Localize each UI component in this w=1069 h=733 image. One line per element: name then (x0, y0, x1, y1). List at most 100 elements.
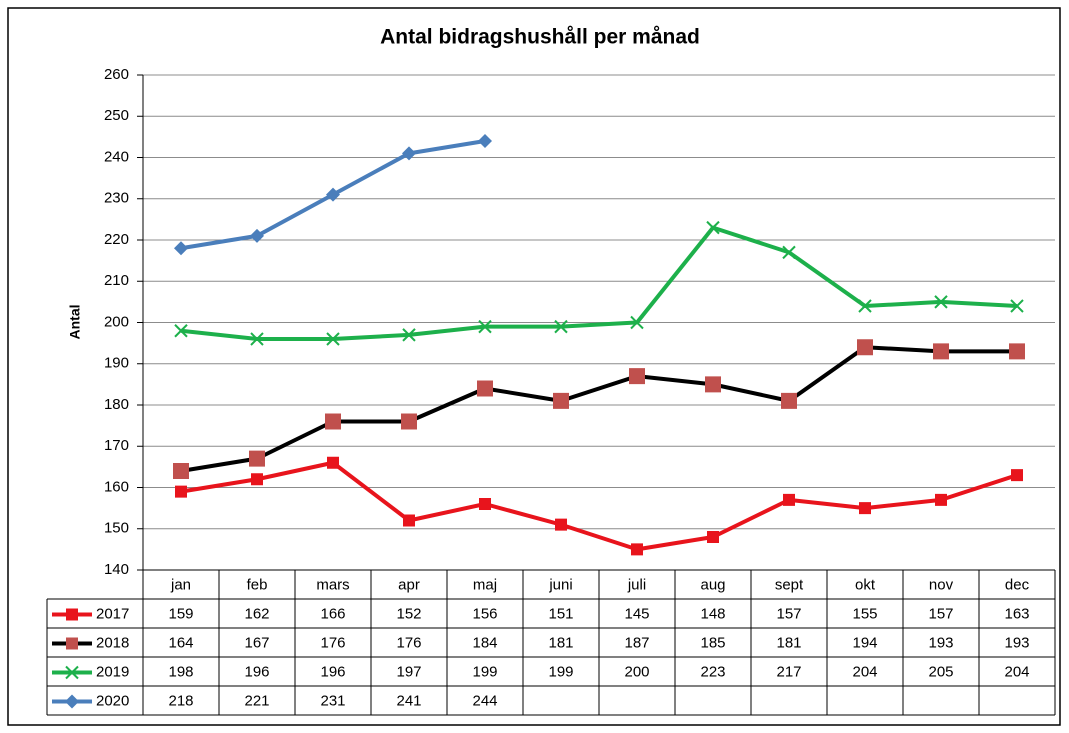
legend-marker (66, 608, 78, 621)
y-tick-label: 250 (104, 107, 129, 124)
table-value: 231 (320, 692, 345, 709)
marker (478, 134, 492, 148)
table-value: 185 (700, 634, 725, 651)
table-value: 221 (244, 692, 269, 709)
marker (705, 376, 721, 393)
table-value: 163 (1004, 605, 1029, 622)
marker (325, 413, 341, 430)
marker (402, 328, 416, 342)
marker (249, 450, 265, 467)
marker (479, 498, 491, 510)
table-value: 176 (320, 634, 345, 651)
table-value: 205 (928, 663, 953, 680)
legend-label: 2017 (96, 605, 129, 622)
y-tick-label: 230 (104, 190, 129, 207)
table-value: 198 (168, 663, 193, 680)
y-tick-label: 140 (104, 561, 129, 578)
marker (326, 187, 340, 202)
x-tick-label: apr (398, 576, 420, 593)
table-value: 155 (852, 605, 877, 622)
table-value: 159 (168, 605, 193, 622)
marker (175, 485, 187, 498)
x-tick-label: jan (170, 576, 191, 593)
x-tick-label: feb (247, 576, 268, 593)
table-value: 164 (168, 634, 193, 651)
x-tick-label: maj (473, 576, 497, 593)
x-tick-label: juli (627, 576, 646, 593)
table-value: 241 (396, 692, 421, 709)
table-value: 223 (700, 663, 725, 680)
marker (174, 241, 188, 256)
y-tick-label: 150 (104, 520, 129, 537)
table-value: 181 (776, 634, 801, 651)
y-tick-label: 240 (104, 148, 129, 165)
series-line (180, 345, 1017, 473)
marker (554, 319, 568, 334)
x-tick-label: okt (855, 576, 876, 593)
series-line (180, 460, 1018, 552)
table-value: 187 (624, 634, 649, 651)
x-tick-label: nov (929, 576, 954, 593)
y-tick-label: 160 (104, 478, 129, 495)
marker (403, 514, 415, 527)
table-value: 162 (244, 605, 269, 622)
table-value: 199 (548, 663, 573, 680)
legend-marker (65, 694, 79, 709)
y-tick-label: 170 (104, 437, 129, 454)
table-value: 148 (700, 605, 725, 622)
marker (630, 315, 644, 330)
marker (857, 339, 873, 356)
table-value: 196 (320, 663, 345, 680)
legend-marker (65, 665, 79, 680)
table-value: 199 (472, 663, 497, 680)
table-value: 204 (1004, 663, 1029, 680)
x-tick-label: aug (700, 576, 725, 593)
table-value: 193 (1004, 634, 1029, 651)
table-value: 196 (244, 663, 269, 680)
chart-title: Antal bidragshushåll per månad (380, 26, 700, 49)
marker (934, 295, 948, 309)
table-value: 218 (168, 692, 193, 709)
y-tick-label: 180 (104, 396, 129, 413)
marker (1011, 469, 1023, 482)
marker (477, 380, 493, 397)
y-tick-label: 200 (104, 313, 129, 330)
marker (1010, 299, 1024, 313)
marker (173, 463, 189, 479)
marker (250, 332, 264, 346)
table-value: 157 (928, 605, 953, 622)
marker (327, 456, 339, 469)
y-tick-label: 220 (104, 231, 129, 248)
table-value: 176 (396, 634, 421, 651)
marker (250, 228, 264, 243)
table-value: 184 (472, 634, 497, 651)
table-value: 151 (548, 605, 573, 622)
table-value: 244 (472, 692, 497, 709)
table-value: 197 (396, 663, 421, 680)
y-tick-label: 260 (104, 66, 129, 83)
table-value: 217 (776, 663, 801, 680)
table-value: 204 (852, 663, 877, 680)
y-tick-label: 210 (104, 272, 129, 289)
marker (629, 368, 645, 385)
table-value: 157 (776, 605, 801, 622)
table-value: 166 (320, 605, 345, 622)
marker (401, 413, 417, 430)
legend-label: 2020 (96, 692, 129, 709)
table-value: 156 (472, 605, 497, 622)
marker (553, 392, 569, 409)
marker (631, 543, 643, 556)
table-value: 200 (624, 663, 649, 680)
legend-marker (66, 637, 78, 650)
marker (781, 392, 797, 409)
x-tick-label: juni (548, 576, 572, 593)
marker (859, 502, 871, 515)
series-line (180, 225, 1018, 341)
marker (783, 493, 795, 506)
marker (706, 220, 720, 235)
chart-frame (7, 7, 1061, 726)
marker (326, 332, 340, 346)
table-value: 145 (624, 605, 649, 622)
y-axis-label: Antal (67, 305, 83, 340)
